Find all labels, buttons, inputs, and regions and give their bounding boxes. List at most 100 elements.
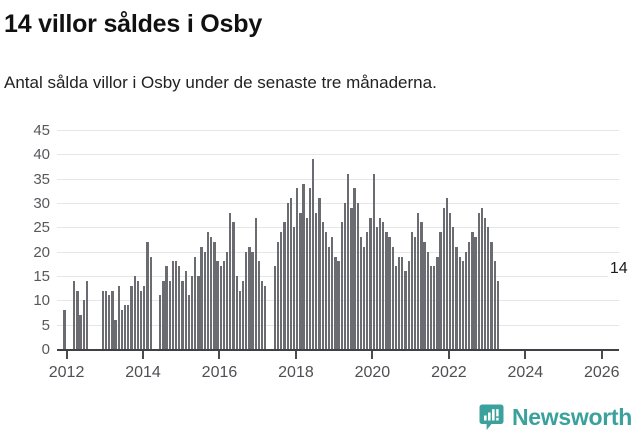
bar (85, 280, 89, 349)
gridline (57, 178, 619, 180)
y-axis-tick-label: 10 (33, 292, 50, 310)
bar (168, 280, 171, 349)
bar (448, 212, 452, 349)
bar (79, 314, 82, 349)
bar (404, 271, 407, 349)
x-axis-tick-label: 2012 (48, 364, 85, 381)
bar (296, 188, 299, 349)
x-axis-tick (447, 351, 450, 359)
chart-subtitle: Antal sålda villor i Osby under de senas… (4, 73, 437, 92)
bar (327, 246, 331, 349)
x-axis-tick-label: 2018 (278, 364, 314, 381)
bar (477, 212, 480, 349)
bar (496, 280, 500, 349)
x-axis-tick-label: 2026 (583, 364, 620, 381)
bar (369, 217, 372, 349)
bar (222, 261, 226, 349)
bar (445, 198, 449, 349)
bar (340, 222, 343, 349)
bar (382, 222, 385, 349)
x-axis-tick (65, 351, 68, 359)
bar (257, 261, 261, 349)
bar (391, 246, 394, 349)
bar (429, 266, 433, 349)
bar (420, 222, 423, 349)
bar (184, 271, 187, 349)
y-axis-tick-label: 15 (33, 268, 50, 285)
bar (111, 290, 114, 349)
plot-area: 2012 2014 2016 2018 2020 2022 2024 2026 (49, 126, 620, 381)
bar (171, 261, 175, 349)
gridline (57, 154, 619, 156)
bar (108, 295, 111, 349)
bar (190, 276, 194, 349)
bar (200, 246, 203, 349)
bar (410, 232, 414, 349)
bar (251, 251, 254, 349)
bar (76, 290, 79, 349)
newsworthy-logo[interactable]: Newsworthy (479, 404, 631, 431)
bar (235, 276, 238, 349)
bar (407, 261, 410, 349)
bar (356, 203, 359, 349)
bar (398, 256, 401, 349)
bar (299, 212, 302, 349)
bar (273, 266, 277, 349)
x-axis-tick (524, 351, 527, 359)
gridline (57, 227, 619, 229)
bar (165, 266, 168, 349)
bar (104, 290, 108, 349)
bar (385, 232, 388, 349)
bar (350, 207, 353, 349)
bar (490, 241, 493, 349)
bar (436, 256, 439, 349)
bar (248, 246, 251, 349)
bar (101, 290, 104, 349)
x-axis-tick (218, 351, 221, 359)
bar (334, 256, 337, 349)
bar (426, 251, 429, 349)
bar (471, 232, 474, 349)
bar (241, 280, 245, 349)
bar (324, 232, 328, 349)
bar (130, 285, 133, 349)
bar (321, 222, 324, 349)
gridline (57, 203, 619, 204)
bar (417, 212, 420, 349)
bar (289, 198, 292, 349)
bar (175, 261, 178, 349)
bar (378, 217, 382, 349)
bar (343, 203, 347, 349)
bar (433, 266, 436, 349)
bar (139, 290, 143, 349)
bar (442, 207, 445, 349)
bar (413, 237, 417, 349)
bar (181, 280, 184, 349)
bar (308, 188, 312, 349)
bar (63, 310, 66, 349)
x-axis-tick (371, 351, 374, 359)
y-axis-labels: 0 5 10 15 20 25 30 35 40 45 (0, 123, 50, 357)
bar (187, 295, 191, 349)
x-axis-tick-label: 2016 (201, 364, 238, 381)
bar (261, 280, 264, 349)
bar (347, 173, 350, 349)
x-axis-line (57, 349, 619, 351)
bar (458, 256, 461, 349)
bar (136, 280, 140, 349)
bar (216, 261, 219, 349)
bar (146, 241, 149, 349)
bar (366, 232, 369, 349)
bar (178, 266, 181, 349)
gridline (57, 251, 619, 253)
y-axis-tick-label: 30 (33, 195, 50, 212)
bar (423, 241, 426, 349)
x-axis-tick-label: 2024 (507, 364, 544, 381)
bar (493, 261, 496, 349)
bar (117, 285, 120, 349)
bar (194, 256, 197, 349)
bar (439, 232, 442, 349)
bar (388, 237, 391, 349)
bar (197, 276, 200, 349)
